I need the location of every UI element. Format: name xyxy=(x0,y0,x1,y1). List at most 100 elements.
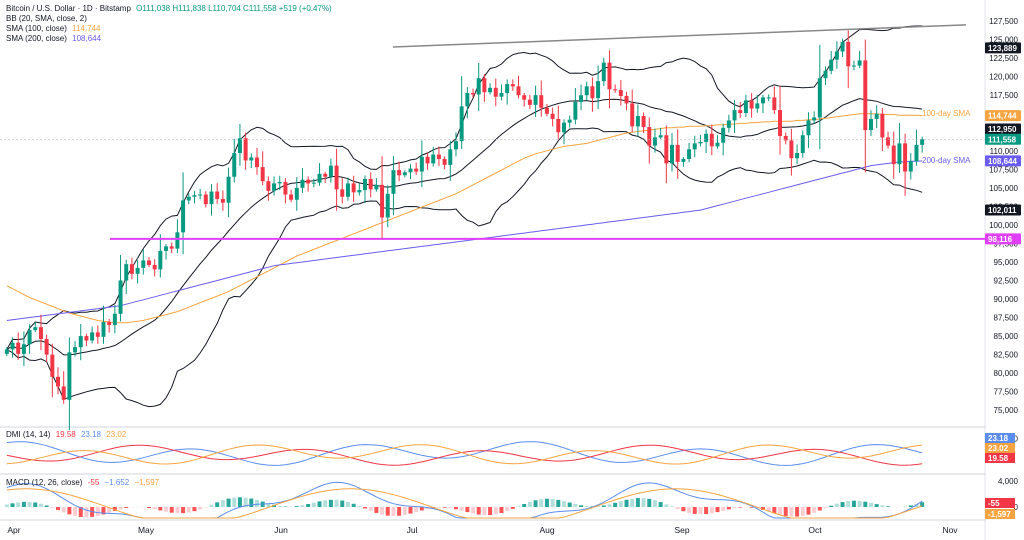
macd-hist-bar xyxy=(766,507,771,512)
macd-hist-bar xyxy=(169,507,174,513)
macd-hist-bar xyxy=(692,507,697,514)
price-tag-label: 112,950 xyxy=(988,125,1017,134)
candle-body xyxy=(499,93,504,97)
candle xyxy=(471,88,476,98)
macd-hist-bar xyxy=(522,504,527,507)
candle-body xyxy=(129,264,134,274)
legend-sma100-row[interactable]: SMA (100, close) 114,744 xyxy=(6,24,335,34)
price-tag-bg xyxy=(985,155,1021,167)
candle xyxy=(357,183,362,196)
candle-body xyxy=(397,170,402,176)
candle-body xyxy=(414,168,419,172)
candle xyxy=(465,87,470,119)
candle-body xyxy=(402,172,407,176)
macd-hist-bar xyxy=(220,500,225,507)
macd-hist-bar xyxy=(78,507,83,517)
candle-body xyxy=(169,246,174,249)
candle-body xyxy=(425,156,430,164)
candle-body xyxy=(380,184,385,218)
legend-sma200-row[interactable]: SMA (200, close) 108,644 xyxy=(6,34,335,44)
x-tick-label: Oct xyxy=(808,525,822,535)
candle xyxy=(846,30,851,89)
candle xyxy=(795,144,800,165)
support-and-trend-lines xyxy=(0,24,985,240)
candle-body xyxy=(635,115,640,127)
macd-hist-bar xyxy=(300,505,305,507)
candle-body xyxy=(56,376,60,387)
macd-hist-bar xyxy=(255,499,259,507)
candle-body xyxy=(249,157,254,161)
candle xyxy=(266,176,271,201)
candle xyxy=(624,91,629,111)
legend-dmi[interactable]: DMI (14, 14) 19.58 23.18 23.02 xyxy=(6,430,129,440)
legend-symbol[interactable]: Bitcoin / U.S. Dollar · 1D · Bitstamp xyxy=(6,4,131,13)
candle-body xyxy=(681,158,686,162)
candle-body xyxy=(317,173,322,183)
macd-tick-label: 0 xyxy=(1014,503,1019,512)
candle xyxy=(215,183,220,204)
macd-hist-bar xyxy=(704,507,709,515)
y-tick-label: 92,500 xyxy=(994,276,1019,285)
price-tag: 112,950 xyxy=(985,123,1021,135)
legend-macd[interactable]: MACD (12, 26, close) -55 −1,652 −1,597 xyxy=(6,478,162,488)
candle xyxy=(419,140,424,188)
macd-hist-bar xyxy=(56,507,60,511)
dmi-tag-label: 19.58 xyxy=(988,454,1009,463)
candlesticks xyxy=(4,30,925,431)
candle-body xyxy=(630,103,635,127)
candle-body xyxy=(10,342,15,350)
candle-body xyxy=(203,194,208,205)
candle xyxy=(522,92,527,107)
candle-body xyxy=(886,137,891,146)
macd-hist-bar xyxy=(539,499,544,507)
candle xyxy=(385,185,390,228)
candle-body xyxy=(334,165,339,190)
candle-body xyxy=(351,183,356,193)
candle xyxy=(38,314,43,351)
candle xyxy=(567,115,572,128)
macd-hist-bar xyxy=(789,507,794,517)
candle xyxy=(101,305,106,344)
macd-hist-bar xyxy=(760,507,765,510)
candle-body xyxy=(857,60,862,66)
candle-body xyxy=(641,115,646,128)
candle xyxy=(198,188,203,200)
macd-hist-bar xyxy=(516,506,521,507)
macd-hist-bar xyxy=(505,507,510,512)
candle-body xyxy=(584,86,589,96)
macd-hist-bar xyxy=(652,500,657,507)
candle xyxy=(488,83,493,95)
macd-hist-bar xyxy=(721,507,726,511)
candle xyxy=(886,131,891,149)
candle xyxy=(789,128,794,176)
candle xyxy=(897,122,902,173)
candle-body xyxy=(914,144,919,162)
macd-hist-bar xyxy=(567,502,572,507)
candle-body xyxy=(391,170,396,194)
macd-hist-bar xyxy=(584,506,589,507)
macd-hist-bar xyxy=(175,507,180,514)
time-axis[interactable]: Apr May Jun Jul Aug Sep Oct Nov xyxy=(7,525,958,535)
candle-body xyxy=(226,176,231,203)
candle-body xyxy=(715,142,720,147)
macd-hist-bar xyxy=(124,507,129,508)
macd-hist-bar xyxy=(630,498,635,507)
candle xyxy=(203,191,208,208)
candle-body xyxy=(658,135,663,138)
price-tag-label: 123,889 xyxy=(988,44,1017,53)
y-tick-label: 75,000 xyxy=(994,406,1019,415)
candle xyxy=(78,324,83,361)
macd-hist-bar xyxy=(340,500,345,507)
candle xyxy=(920,136,925,153)
legend-bb-row[interactable]: BB (20, SMA, close, 2) xyxy=(6,14,335,24)
macd-hist-bar xyxy=(800,507,805,516)
candle xyxy=(50,343,55,398)
candle xyxy=(647,117,652,164)
macd-hist-bar xyxy=(374,507,379,513)
candle-body xyxy=(533,95,538,105)
macd-signal-line xyxy=(6,488,923,519)
dmi-tag: 19.58 xyxy=(985,453,1015,463)
candle-body xyxy=(772,97,777,111)
macd-hist-bar xyxy=(419,507,424,511)
